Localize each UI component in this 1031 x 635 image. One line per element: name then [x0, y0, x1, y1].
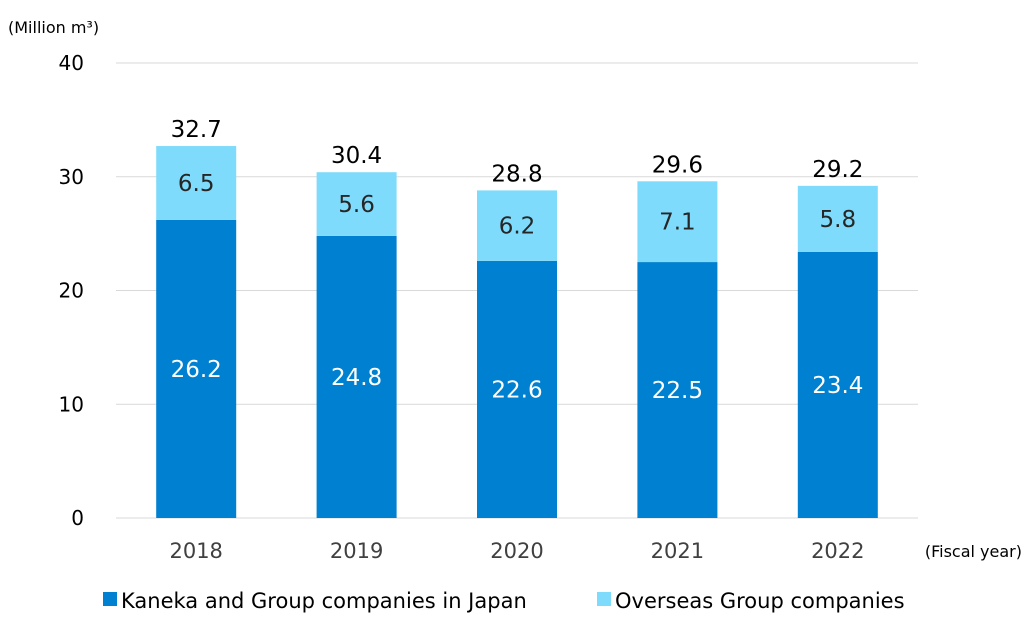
x-axis-ticks: 2018 2019 2020 2021 2022: [169, 539, 864, 563]
legend-swatch-overseas: [597, 592, 611, 606]
x-tick-label: 2019: [330, 539, 383, 563]
legend-label-japan: Kaneka and Group companies in Japan: [121, 589, 527, 613]
y-tick-label: 30: [59, 165, 84, 189]
x-tick-label: 2020: [490, 539, 543, 563]
bar-overseas: [477, 190, 557, 261]
data-label-overseas: 5.8: [820, 207, 857, 233]
bar-japan: [477, 260, 557, 518]
y-tick-label: 0: [71, 506, 84, 530]
x-tick-label: 2022: [811, 539, 864, 563]
y-axis-unit-label: (Million m³): [8, 18, 99, 37]
x-axis-label: (Fiscal year): [925, 542, 1022, 561]
data-label-japan: 22.5: [652, 378, 703, 404]
bar-japan: [316, 235, 397, 518]
data-label-overseas: 7.1: [659, 210, 696, 236]
data-label-japan: 26.2: [171, 357, 222, 383]
legend-swatch-japan: [103, 592, 117, 606]
bar-japan: [637, 262, 718, 518]
y-tick-label: 10: [59, 392, 84, 416]
bar-japan: [797, 251, 878, 518]
legend: Kaneka and Group companies in Japan Over…: [103, 589, 905, 613]
legend-label-overseas: Overseas Group companies: [615, 589, 905, 613]
bar-overseas: [637, 181, 718, 263]
data-label-overseas: 6.2: [499, 214, 536, 240]
y-axis-ticks: 0 10 20 30 40: [59, 51, 84, 530]
x-tick-label: 2021: [651, 539, 704, 563]
total-label: 30.4: [331, 143, 382, 169]
bar-japan: [156, 219, 237, 518]
data-label-overseas: 5.6: [338, 192, 375, 218]
data-label-overseas: 6.5: [178, 171, 215, 197]
total-label: 28.8: [491, 161, 542, 187]
total-label: 29.2: [812, 157, 863, 183]
bar-overseas: [316, 172, 397, 236]
y-tick-label: 40: [59, 51, 84, 75]
data-labels: 26.2 6.5 32.7 24.8 5.6 30.4 22.6 6.2 28.8 22.5 7.1…: [171, 117, 864, 404]
total-label: 32.7: [171, 117, 222, 143]
bars: [156, 146, 878, 518]
data-label-japan: 22.6: [491, 377, 542, 403]
bar-overseas: [797, 185, 878, 252]
y-tick-label: 20: [59, 279, 84, 303]
total-label: 29.6: [652, 152, 703, 178]
data-label-japan: 24.8: [331, 365, 382, 391]
bar-overseas: [156, 146, 237, 220]
data-label-japan: 23.4: [812, 373, 863, 399]
x-tick-label: 2018: [169, 539, 222, 563]
